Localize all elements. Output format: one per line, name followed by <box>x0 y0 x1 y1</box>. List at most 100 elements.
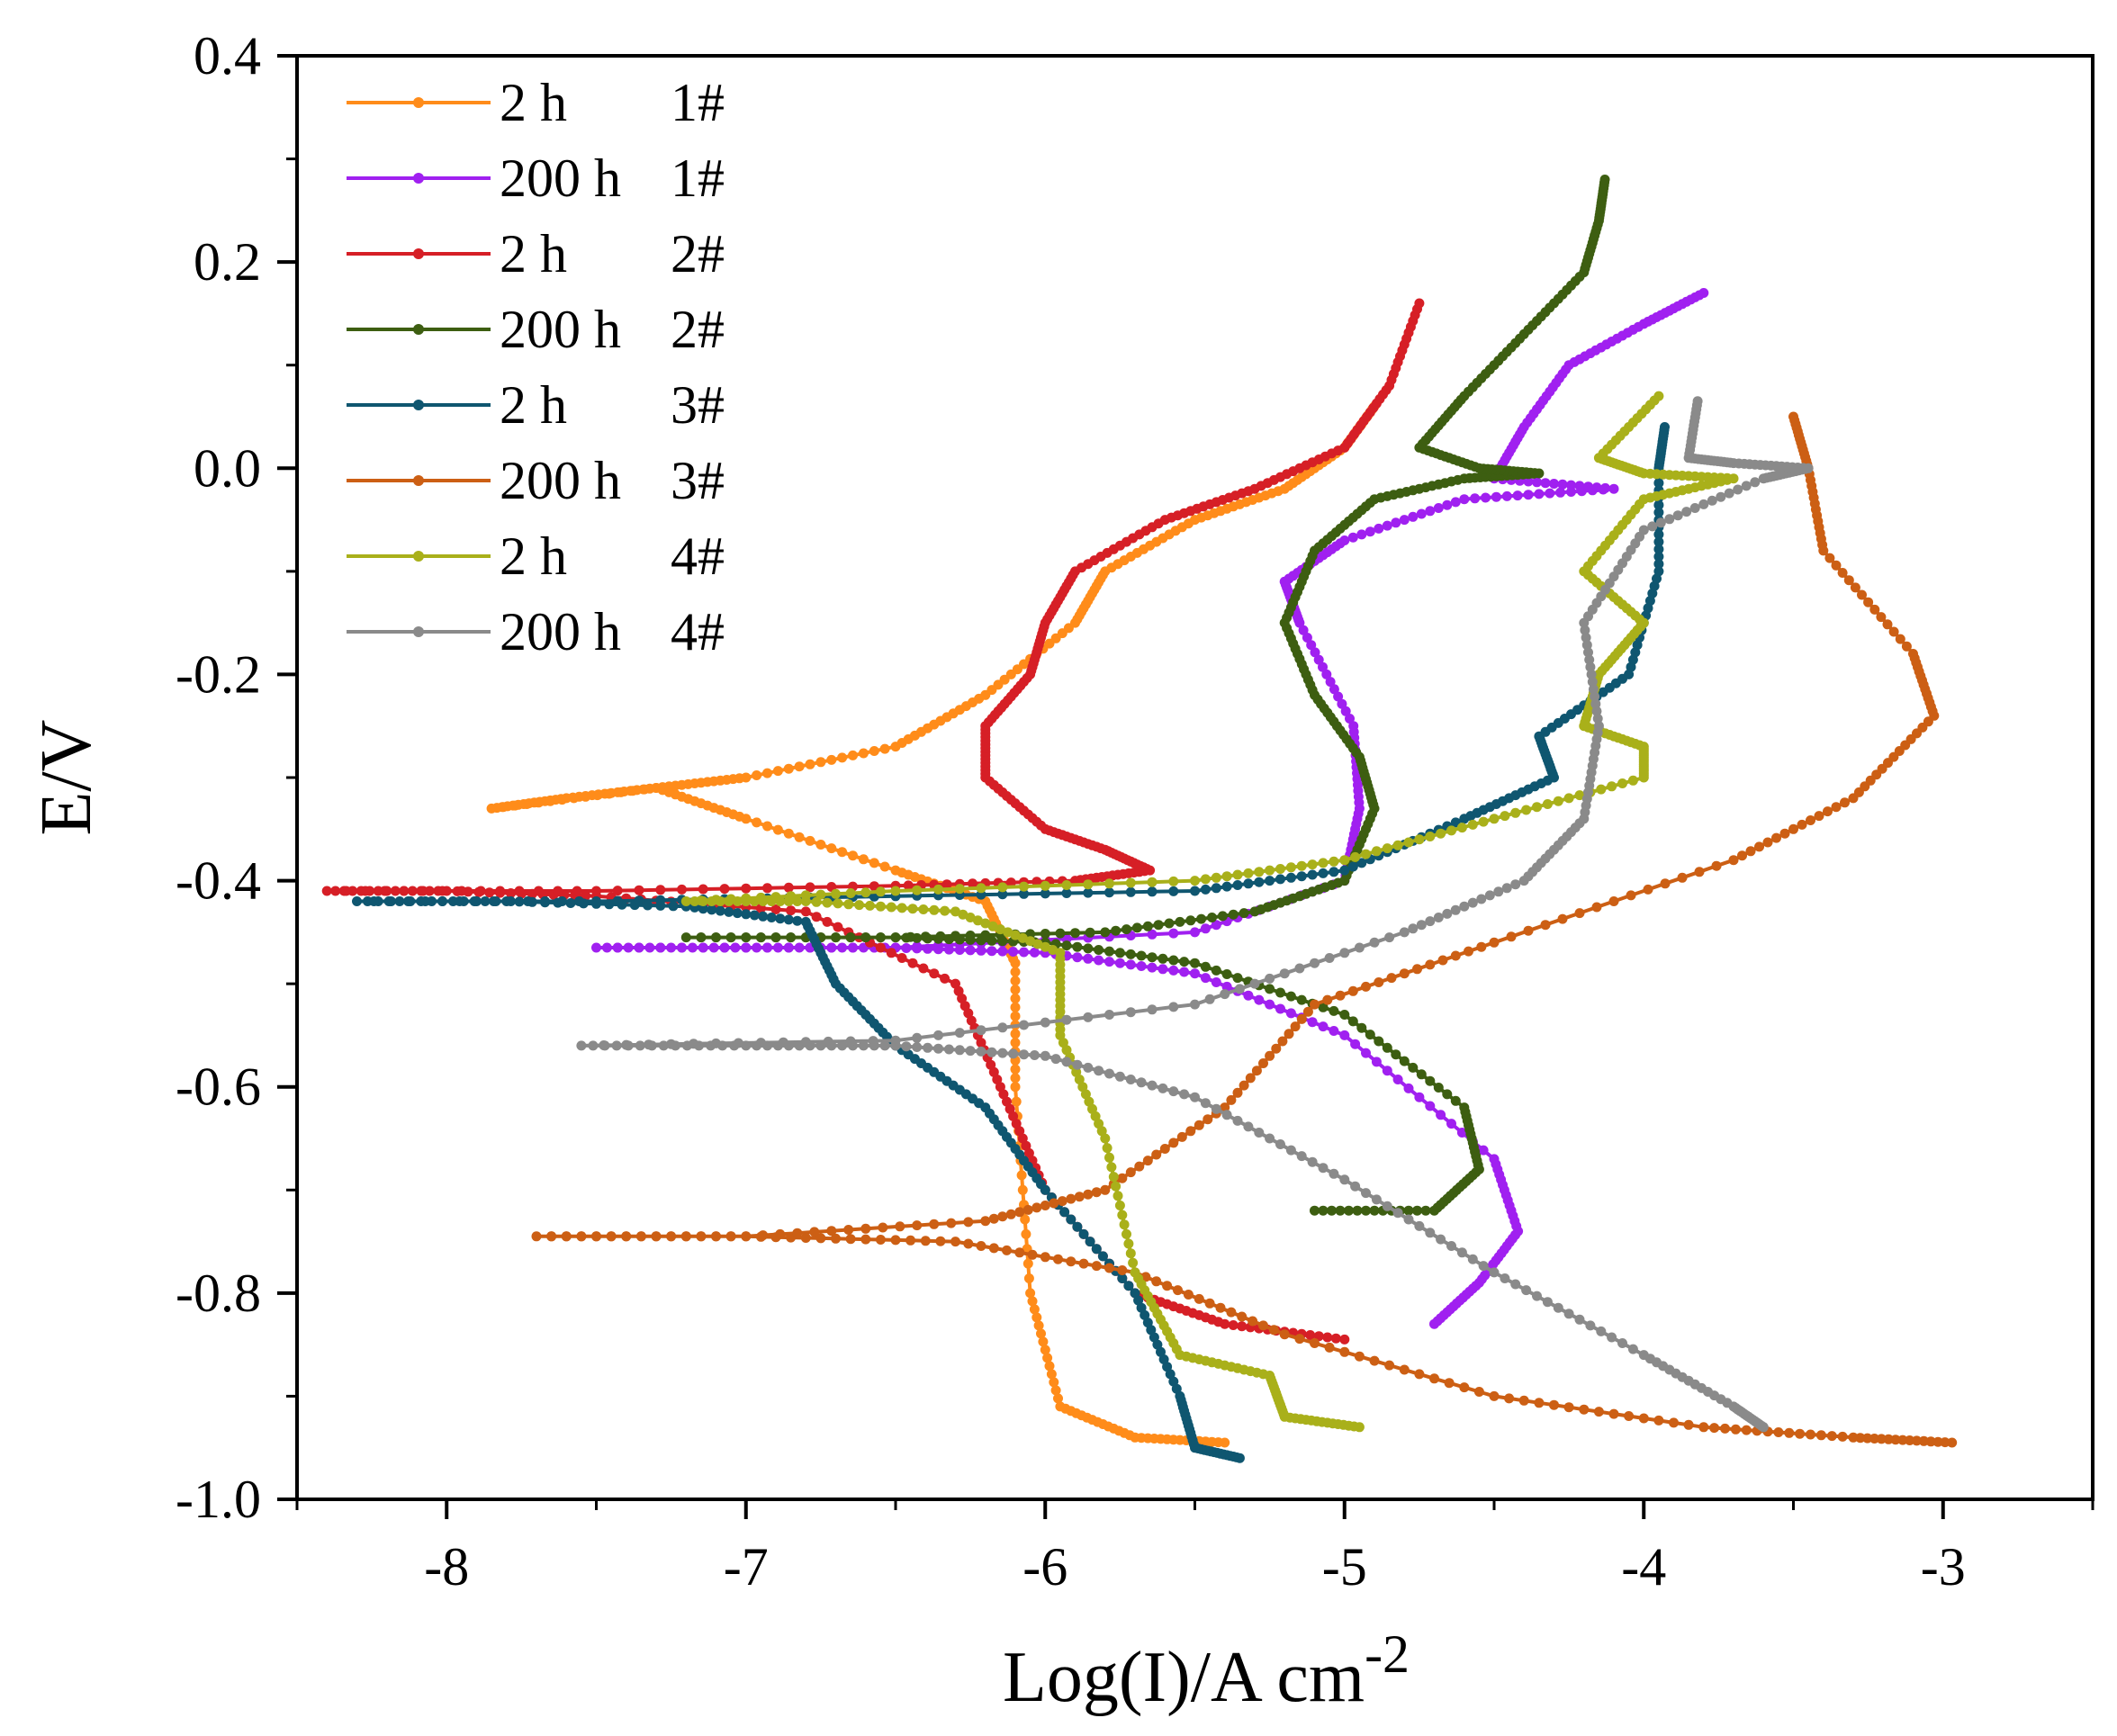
data-point <box>623 942 634 953</box>
data-point <box>1146 1325 1157 1336</box>
data-point <box>1371 1057 1382 1067</box>
data-point <box>475 886 486 896</box>
data-point <box>860 887 871 898</box>
data-point <box>581 890 591 901</box>
data-point <box>1164 918 1175 929</box>
data-point <box>1574 908 1585 919</box>
data-point <box>1279 1329 1290 1340</box>
data-point <box>1826 1431 1837 1442</box>
data-point <box>1296 1151 1307 1162</box>
data-point <box>1329 867 1339 877</box>
data-point <box>963 1238 974 1249</box>
data-point <box>1027 1249 1038 1260</box>
data-point <box>1523 476 1534 487</box>
data-point <box>1408 511 1419 522</box>
data-point <box>553 886 563 896</box>
data-point <box>1784 1427 1795 1438</box>
data-point <box>1532 477 1542 488</box>
data-point <box>521 799 532 809</box>
data-point <box>1327 1205 1337 1216</box>
legend-label-duration: 2 h <box>500 73 567 132</box>
data-point <box>1318 1002 1329 1012</box>
data-point <box>879 1040 890 1051</box>
data-point <box>976 1038 986 1048</box>
data-point <box>963 1217 974 1228</box>
data-point <box>1600 482 1610 493</box>
data-point <box>1158 953 1168 964</box>
data-point <box>1788 411 1798 422</box>
data-point <box>1237 1321 1248 1332</box>
data-point <box>420 896 430 906</box>
data-point <box>1905 1435 1915 1445</box>
data-point <box>1901 641 1912 652</box>
data-point <box>1585 1320 1596 1331</box>
data-point <box>1489 814 1500 824</box>
data-point <box>741 932 752 943</box>
data-point <box>1221 969 1232 979</box>
data-point <box>929 968 940 979</box>
data-point <box>1677 872 1688 883</box>
data-point <box>399 886 410 896</box>
data-point <box>1653 559 1664 570</box>
data-point <box>1130 1267 1140 1278</box>
data-point <box>1200 874 1211 885</box>
data-point <box>677 942 687 953</box>
data-point <box>1061 1045 1072 1056</box>
data-point <box>858 854 869 865</box>
data-point <box>1643 884 1653 895</box>
data-point <box>708 942 719 953</box>
data-point <box>1104 1068 1114 1079</box>
data-point <box>581 791 591 802</box>
legend-swatch-marker <box>413 626 424 637</box>
data-point <box>644 1039 654 1050</box>
data-point <box>1048 945 1058 955</box>
data-point <box>1021 1228 1031 1239</box>
data-point <box>1339 1030 1350 1040</box>
data-point <box>1711 860 1722 871</box>
data-point <box>1204 994 1215 1004</box>
data-point <box>1908 649 1918 659</box>
data-point <box>1403 837 1414 848</box>
data-point <box>1168 928 1179 939</box>
data-point <box>1179 957 1190 967</box>
data-point <box>1285 872 1296 883</box>
data-point <box>484 887 495 898</box>
data-point <box>379 886 390 896</box>
data-point <box>1096 1126 1107 1137</box>
data-point <box>1211 872 1221 883</box>
data-point <box>1337 698 1347 709</box>
data-point <box>1382 843 1392 854</box>
data-point <box>837 942 848 953</box>
data-point <box>1420 1205 1431 1216</box>
data-point <box>498 802 509 813</box>
data-point <box>1329 1005 1339 1016</box>
data-point <box>1122 1228 1131 1239</box>
data-point <box>1467 1254 1478 1264</box>
data-point <box>1365 526 1375 537</box>
data-point <box>1168 1376 1179 1387</box>
data-point <box>986 935 997 946</box>
data-point <box>1581 633 1591 643</box>
data-point <box>1837 1431 1848 1442</box>
x-tick-label: -4 <box>1621 1537 1666 1597</box>
data-point <box>755 932 766 943</box>
data-point <box>920 1236 931 1246</box>
data-point <box>1265 876 1275 886</box>
legend-swatch-marker <box>413 324 424 335</box>
data-point <box>514 886 525 896</box>
data-point <box>886 902 896 913</box>
data-point <box>845 888 856 898</box>
data-point <box>1329 1026 1339 1036</box>
data-point <box>1456 823 1467 833</box>
data-point <box>886 948 896 958</box>
data-point <box>965 931 976 940</box>
data-point <box>831 888 841 899</box>
data-point <box>1113 1191 1123 1201</box>
x-axis-title: Log(I)/A cm-2 <box>1003 1624 1410 1717</box>
legend-label-sample: 3# <box>671 451 725 510</box>
data-point <box>1265 999 1275 1010</box>
data-point <box>591 1231 601 1242</box>
data-point <box>1824 553 1835 563</box>
data-point <box>1072 952 1083 963</box>
data-point <box>1005 1209 1016 1219</box>
